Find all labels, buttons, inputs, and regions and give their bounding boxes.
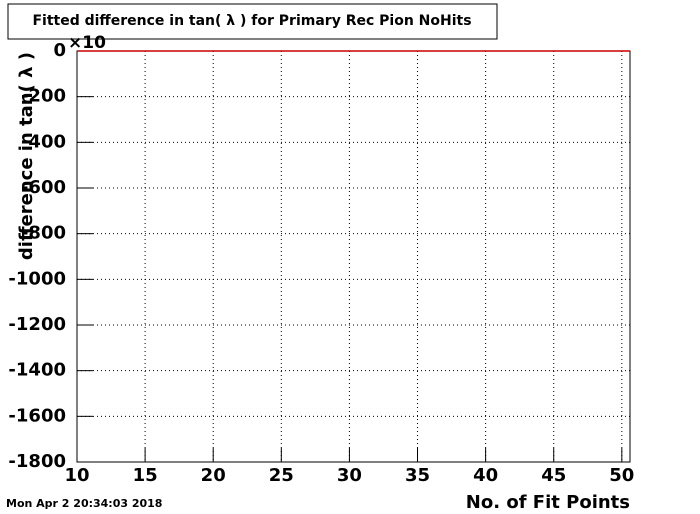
y-tick-label: 0 (53, 40, 66, 61)
y-multiplier: ×10 (68, 33, 106, 53)
y-axis-label: difference in tan( λ ) (16, 52, 37, 260)
y-tick-label: -1600 (8, 405, 66, 426)
x-tick-label: 35 (405, 465, 430, 486)
plot-frame (76, 50, 631, 463)
x-tick-label: 15 (133, 465, 158, 486)
title-box (7, 3, 498, 40)
x-tick-label: 10 (64, 465, 89, 486)
x-axis-label: No. of Fit Points (466, 492, 630, 513)
footer-date: Mon Apr 2 20:34:03 2018 (6, 497, 162, 510)
x-tick-label: 45 (541, 465, 566, 486)
x-tick-label: 25 (269, 465, 294, 486)
chart-title: Fitted difference in tan( λ ) for Primar… (32, 13, 471, 29)
y-tick-label: -400 (21, 131, 66, 152)
x-tick-label: 30 (337, 465, 362, 486)
x-tick-label: 20 (201, 465, 226, 486)
y-tick-label: -1400 (8, 360, 66, 381)
y-tick-label: -1000 (8, 268, 66, 289)
y-tick-label: -800 (21, 223, 66, 244)
x-tick-label: 40 (473, 465, 498, 486)
y-tick-label: -600 (21, 177, 66, 198)
y-tick-label: -200 (21, 86, 66, 107)
y-tick-label: -1200 (8, 314, 66, 335)
x-tick-label: 50 (609, 465, 634, 486)
y-tick-label: -1800 (8, 451, 66, 472)
